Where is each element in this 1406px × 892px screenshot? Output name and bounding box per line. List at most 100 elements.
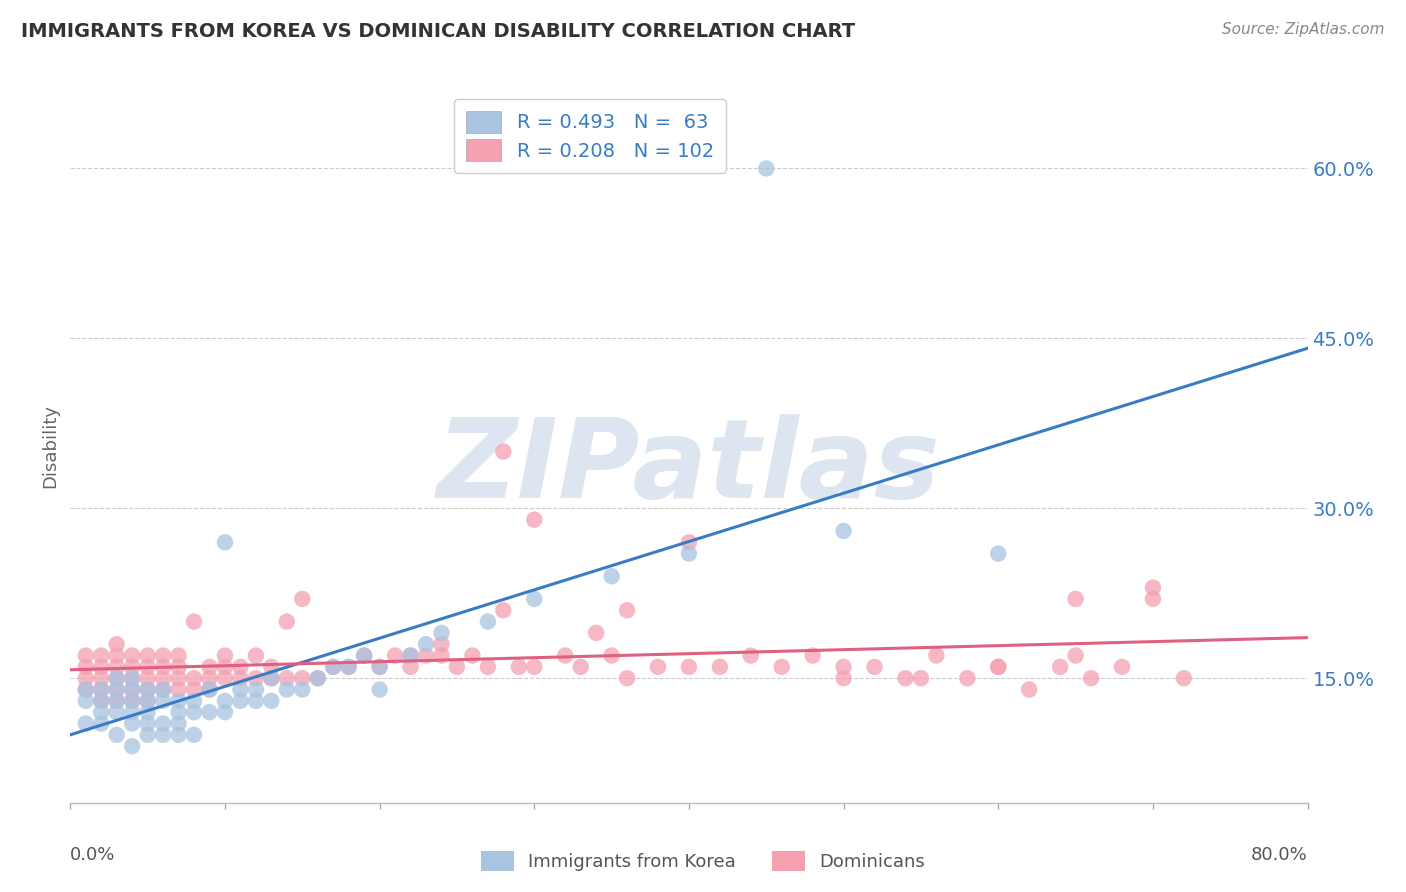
Text: ZIPatlas: ZIPatlas bbox=[437, 414, 941, 521]
Point bbox=[832, 671, 855, 685]
Point bbox=[492, 603, 515, 617]
Point bbox=[430, 637, 453, 651]
Point bbox=[183, 682, 205, 697]
Point bbox=[245, 671, 267, 685]
Point bbox=[276, 682, 298, 697]
Point bbox=[90, 682, 112, 697]
Point bbox=[136, 694, 159, 708]
Point bbox=[75, 682, 97, 697]
Point bbox=[75, 660, 97, 674]
Point bbox=[90, 716, 112, 731]
Point bbox=[229, 671, 252, 685]
Point bbox=[183, 671, 205, 685]
Point bbox=[368, 660, 391, 674]
Point bbox=[136, 648, 159, 663]
Point bbox=[260, 671, 283, 685]
Point bbox=[90, 671, 112, 685]
Point bbox=[353, 648, 375, 663]
Point bbox=[1064, 591, 1087, 606]
Point bbox=[167, 660, 190, 674]
Point bbox=[152, 728, 174, 742]
Point bbox=[105, 694, 128, 708]
Point bbox=[90, 648, 112, 663]
Point bbox=[1111, 660, 1133, 674]
Point bbox=[770, 660, 793, 674]
Point bbox=[105, 694, 128, 708]
Point bbox=[353, 648, 375, 663]
Point bbox=[105, 728, 128, 742]
Point bbox=[399, 648, 422, 663]
Point bbox=[90, 705, 112, 719]
Point bbox=[523, 513, 546, 527]
Legend: R = 0.493   N =  63, R = 0.208   N = 102: R = 0.493 N = 63, R = 0.208 N = 102 bbox=[454, 99, 725, 173]
Point bbox=[987, 660, 1010, 674]
Point bbox=[75, 682, 97, 697]
Point bbox=[956, 671, 979, 685]
Point bbox=[461, 648, 484, 663]
Point bbox=[368, 660, 391, 674]
Point bbox=[214, 648, 236, 663]
Point bbox=[121, 660, 143, 674]
Point bbox=[90, 682, 112, 697]
Point bbox=[198, 682, 221, 697]
Point bbox=[245, 682, 267, 697]
Point bbox=[740, 648, 762, 663]
Point bbox=[245, 648, 267, 663]
Point bbox=[121, 682, 143, 697]
Point bbox=[136, 671, 159, 685]
Point bbox=[136, 682, 159, 697]
Point bbox=[136, 694, 159, 708]
Point bbox=[337, 660, 360, 674]
Point bbox=[291, 682, 314, 697]
Point bbox=[121, 682, 143, 697]
Text: IMMIGRANTS FROM KOREA VS DOMINICAN DISABILITY CORRELATION CHART: IMMIGRANTS FROM KOREA VS DOMINICAN DISAB… bbox=[21, 22, 855, 41]
Point bbox=[755, 161, 778, 176]
Point bbox=[616, 603, 638, 617]
Point bbox=[245, 694, 267, 708]
Point bbox=[105, 648, 128, 663]
Point bbox=[152, 682, 174, 697]
Point bbox=[167, 682, 190, 697]
Point bbox=[415, 637, 437, 651]
Legend: Immigrants from Korea, Dominicans: Immigrants from Korea, Dominicans bbox=[474, 844, 932, 879]
Point bbox=[121, 716, 143, 731]
Point bbox=[1142, 591, 1164, 606]
Point bbox=[121, 705, 143, 719]
Point bbox=[136, 660, 159, 674]
Point bbox=[554, 648, 576, 663]
Point bbox=[1064, 648, 1087, 663]
Point bbox=[167, 694, 190, 708]
Point bbox=[368, 682, 391, 697]
Point bbox=[260, 660, 283, 674]
Point bbox=[291, 591, 314, 606]
Point bbox=[910, 671, 932, 685]
Point bbox=[152, 648, 174, 663]
Y-axis label: Disability: Disability bbox=[41, 404, 59, 488]
Point bbox=[337, 660, 360, 674]
Point bbox=[214, 705, 236, 719]
Point bbox=[1080, 671, 1102, 685]
Text: 0.0%: 0.0% bbox=[70, 846, 115, 863]
Point bbox=[152, 716, 174, 731]
Point bbox=[152, 671, 174, 685]
Text: Source: ZipAtlas.com: Source: ZipAtlas.com bbox=[1222, 22, 1385, 37]
Point bbox=[894, 671, 917, 685]
Point bbox=[863, 660, 886, 674]
Point bbox=[229, 660, 252, 674]
Point bbox=[260, 671, 283, 685]
Point bbox=[121, 648, 143, 663]
Point bbox=[214, 660, 236, 674]
Point bbox=[399, 660, 422, 674]
Point bbox=[105, 682, 128, 697]
Point bbox=[1173, 671, 1195, 685]
Point bbox=[75, 716, 97, 731]
Point bbox=[446, 660, 468, 674]
Point bbox=[384, 648, 406, 663]
Point bbox=[183, 705, 205, 719]
Point bbox=[477, 615, 499, 629]
Point bbox=[167, 728, 190, 742]
Point bbox=[90, 694, 112, 708]
Point bbox=[152, 660, 174, 674]
Point bbox=[523, 591, 546, 606]
Point bbox=[415, 648, 437, 663]
